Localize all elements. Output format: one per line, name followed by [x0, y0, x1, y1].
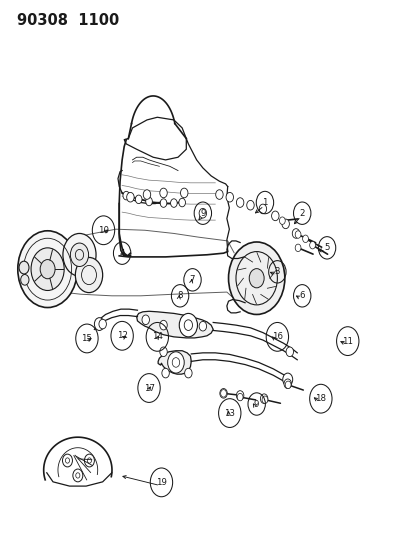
Circle shape [236, 391, 243, 400]
Text: 5: 5 [323, 244, 329, 252]
Circle shape [142, 315, 149, 325]
Circle shape [199, 208, 206, 218]
Circle shape [279, 217, 285, 224]
Text: 13: 13 [224, 409, 235, 417]
Circle shape [179, 313, 197, 337]
Circle shape [220, 390, 226, 397]
Circle shape [159, 347, 167, 357]
Text: 3: 3 [274, 268, 280, 276]
Text: 16: 16 [271, 333, 282, 341]
Text: 19: 19 [156, 478, 166, 487]
Circle shape [282, 373, 292, 386]
Circle shape [84, 454, 94, 467]
Circle shape [285, 381, 290, 389]
Circle shape [75, 257, 102, 293]
Circle shape [281, 219, 289, 229]
Circle shape [159, 188, 167, 198]
Circle shape [145, 197, 152, 206]
Text: 10: 10 [98, 226, 109, 235]
Text: 12: 12 [116, 332, 127, 340]
Circle shape [99, 319, 106, 329]
Text: 6: 6 [299, 292, 304, 300]
Text: 8: 8 [177, 292, 183, 300]
Circle shape [199, 321, 206, 331]
Circle shape [63, 233, 96, 276]
Circle shape [180, 188, 188, 198]
Circle shape [135, 195, 142, 204]
Circle shape [294, 244, 300, 252]
Text: 9: 9 [254, 400, 259, 408]
Circle shape [94, 318, 104, 330]
Circle shape [73, 469, 83, 482]
Circle shape [123, 191, 129, 200]
Circle shape [309, 241, 315, 249]
Circle shape [70, 243, 88, 266]
Circle shape [161, 368, 169, 378]
Text: 1: 1 [261, 198, 267, 207]
Circle shape [237, 393, 242, 401]
Text: 11: 11 [342, 337, 352, 345]
Circle shape [19, 261, 29, 274]
Circle shape [126, 192, 134, 202]
Circle shape [259, 204, 266, 214]
Text: 9: 9 [200, 209, 205, 217]
Circle shape [285, 347, 293, 357]
Circle shape [21, 274, 29, 285]
Polygon shape [136, 311, 213, 338]
Text: 7: 7 [189, 276, 195, 284]
Circle shape [246, 200, 254, 210]
Circle shape [159, 320, 167, 330]
Circle shape [184, 368, 192, 378]
Circle shape [292, 229, 299, 238]
Text: 14: 14 [152, 333, 162, 341]
Circle shape [294, 231, 300, 238]
Circle shape [170, 199, 177, 207]
Circle shape [178, 198, 185, 207]
Circle shape [228, 242, 284, 314]
Circle shape [219, 389, 227, 398]
Circle shape [31, 248, 64, 290]
Polygon shape [158, 351, 191, 374]
Circle shape [302, 235, 308, 243]
Circle shape [167, 352, 184, 373]
Circle shape [249, 269, 263, 288]
Circle shape [236, 198, 243, 207]
Text: 90308  1100: 90308 1100 [17, 13, 119, 28]
Text: 2: 2 [299, 209, 304, 217]
Circle shape [143, 190, 150, 199]
Circle shape [62, 454, 72, 467]
Circle shape [261, 396, 267, 403]
Circle shape [225, 192, 233, 202]
Circle shape [40, 260, 55, 279]
Text: 4: 4 [119, 249, 125, 257]
Circle shape [160, 199, 166, 207]
Circle shape [18, 231, 77, 308]
Circle shape [271, 211, 278, 221]
Text: 18: 18 [315, 394, 325, 403]
Text: 17: 17 [143, 384, 154, 392]
Circle shape [283, 379, 291, 389]
Circle shape [260, 394, 267, 403]
Circle shape [215, 190, 223, 199]
Text: 15: 15 [81, 334, 92, 343]
